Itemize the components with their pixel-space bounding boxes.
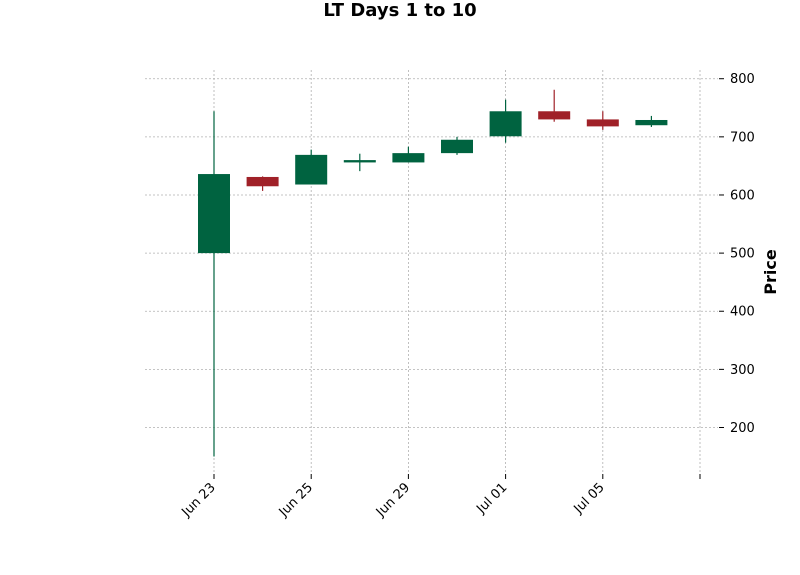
y-tick-label: 200 (730, 421, 755, 436)
candle-body-up (441, 139, 473, 154)
candle-body-up (198, 174, 230, 254)
candle-body-up (489, 111, 522, 137)
grid-layer (145, 70, 718, 474)
axes: 200 300 400 500 600 700 800 Jun 23 Jun 25 Jun 29 J… (179, 72, 755, 520)
x-tick-label: Jul 05 (571, 480, 608, 517)
candle-body-up (295, 154, 328, 185)
y-tick-label: 400 (730, 305, 755, 320)
y-tick-label: 800 (730, 72, 755, 87)
candles (198, 89, 668, 457)
candle-body-up (343, 160, 376, 163)
candle-body-down (538, 111, 571, 120)
y-tick-label: 300 (730, 363, 755, 378)
candle-body-down (246, 176, 279, 187)
x-tick-label: Jun 25 (276, 480, 316, 520)
x-tick-label: Jun 23 (179, 480, 219, 520)
y-tick-label: 500 (730, 247, 755, 262)
y-tick-label: 600 (730, 188, 755, 203)
candle-body-up (635, 119, 668, 126)
candle-body-down (586, 119, 619, 127)
x-tick-label: Jun 29 (373, 480, 413, 520)
x-tick-label: Jul 01 (473, 480, 510, 517)
chart-title: LT Days 1 to 10 (323, 0, 477, 21)
y-axis-label: Price (761, 249, 780, 295)
candle-body-up (392, 153, 425, 163)
y-tick-label: 700 (730, 130, 755, 145)
